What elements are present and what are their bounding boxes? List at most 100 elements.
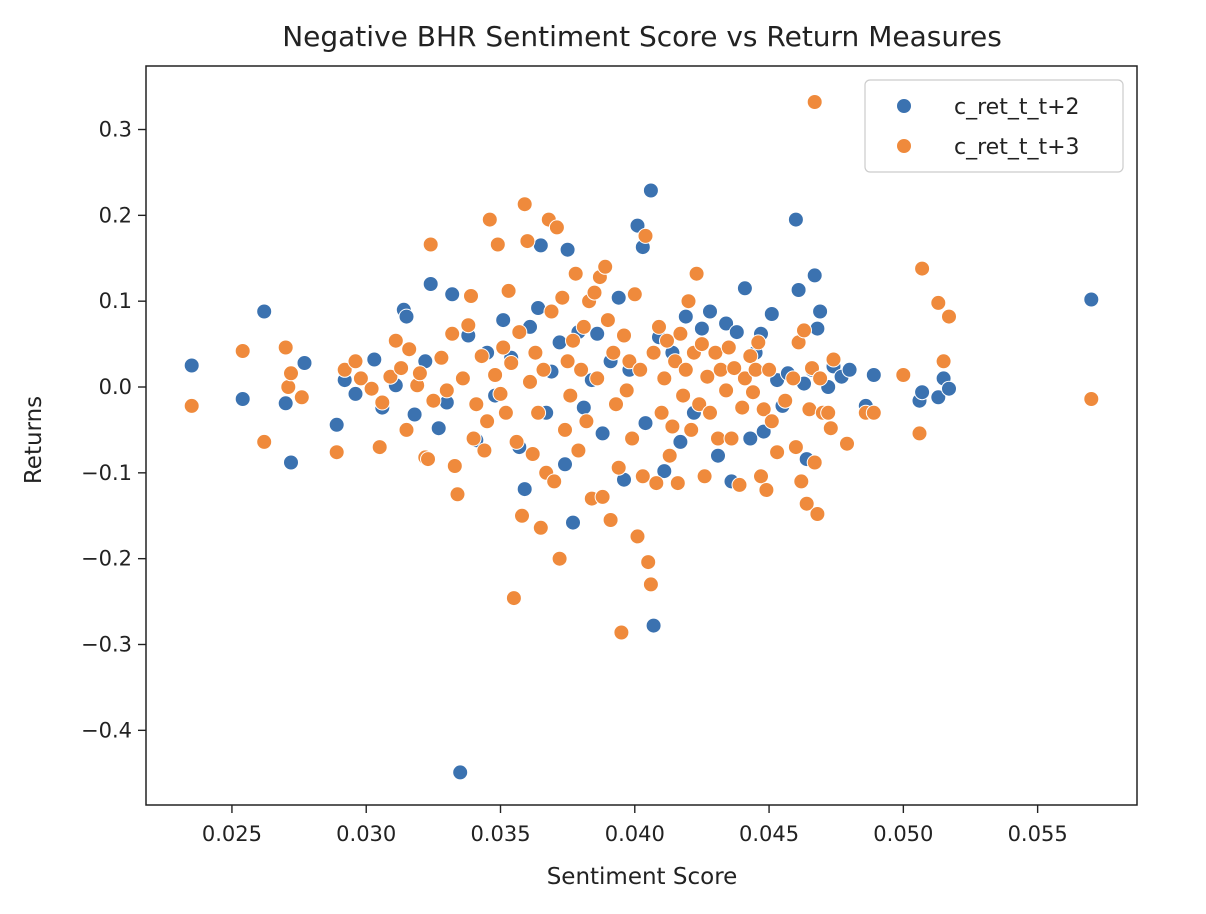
point-series-0-28 bbox=[516, 481, 533, 498]
point-series-1-53 bbox=[524, 446, 541, 462]
point-series-1-3 bbox=[277, 339, 294, 356]
point-series-1-73 bbox=[578, 413, 595, 430]
point-series-1-44 bbox=[500, 282, 517, 299]
point-series-1-27 bbox=[444, 325, 461, 342]
point-series-1-166 bbox=[1083, 391, 1100, 407]
point-series-1-162 bbox=[914, 260, 931, 277]
point-series-1-67 bbox=[562, 387, 579, 404]
point-series-1-151 bbox=[809, 506, 826, 522]
point-series-1-95 bbox=[637, 227, 654, 244]
point-series-1-121 bbox=[710, 430, 726, 447]
point-series-0-5 bbox=[296, 355, 313, 371]
y-axis-ticks: −0.4 −0.3 −0.2 −0.1 0.0 0.1 0.2 0.3 bbox=[81, 118, 146, 742]
point-series-1-40 bbox=[489, 236, 506, 253]
point-series-0-34 bbox=[551, 334, 568, 351]
point-series-0-89 bbox=[930, 389, 947, 406]
point-series-0-44 bbox=[610, 289, 627, 306]
point-series-1-131 bbox=[745, 384, 761, 401]
y-tick-label: 0.3 bbox=[99, 118, 132, 142]
point-series-1-103 bbox=[659, 332, 675, 349]
point-series-1-123 bbox=[718, 382, 735, 399]
point-series-1-132 bbox=[747, 361, 764, 378]
point-series-1-7 bbox=[328, 444, 345, 461]
point-series-1-118 bbox=[699, 368, 716, 385]
point-series-1-8 bbox=[336, 361, 353, 378]
points-layer bbox=[183, 94, 1100, 781]
point-series-1-66 bbox=[559, 353, 576, 370]
point-series-1-60 bbox=[543, 303, 560, 320]
point-series-1-99 bbox=[648, 475, 665, 492]
point-series-1-105 bbox=[664, 418, 681, 435]
point-series-1-72 bbox=[575, 318, 592, 335]
x-tick-label: 0.035 bbox=[470, 822, 530, 846]
point-series-1-65 bbox=[557, 421, 573, 438]
point-series-1-106 bbox=[667, 353, 684, 370]
point-series-1-48 bbox=[511, 324, 528, 341]
point-series-1-165 bbox=[941, 308, 957, 325]
point-series-1-82 bbox=[602, 512, 619, 528]
point-series-1-30 bbox=[454, 370, 471, 387]
point-series-1-97 bbox=[642, 576, 659, 593]
point-series-1-55 bbox=[530, 404, 547, 421]
point-series-1-142 bbox=[787, 439, 804, 456]
point-series-0-25 bbox=[495, 312, 512, 329]
point-series-1-80 bbox=[597, 258, 614, 275]
point-series-1-70 bbox=[570, 442, 587, 459]
point-series-1-147 bbox=[801, 401, 818, 418]
point-series-0-59 bbox=[702, 303, 718, 320]
y-tick-label: −0.2 bbox=[81, 547, 132, 571]
point-series-1-126 bbox=[726, 360, 743, 377]
point-series-0-64 bbox=[736, 280, 753, 297]
point-series-0-49 bbox=[637, 415, 654, 432]
point-series-1-83 bbox=[605, 344, 622, 361]
point-series-0-74 bbox=[790, 282, 807, 298]
point-series-1-77 bbox=[589, 370, 606, 387]
point-series-1-20 bbox=[411, 365, 428, 382]
point-series-0-3 bbox=[277, 395, 294, 412]
point-series-1-125 bbox=[723, 430, 740, 447]
point-series-1-85 bbox=[610, 459, 627, 476]
point-series-1-38 bbox=[481, 211, 498, 228]
point-series-0-88 bbox=[914, 384, 931, 401]
point-series-1-15 bbox=[387, 332, 404, 349]
point-series-0-9 bbox=[366, 351, 383, 368]
point-series-1-47 bbox=[508, 433, 525, 450]
point-series-1-14 bbox=[382, 368, 399, 385]
point-series-1-88 bbox=[618, 382, 635, 399]
point-series-1-11 bbox=[363, 380, 380, 397]
point-series-1-93 bbox=[632, 361, 649, 378]
point-series-1-152 bbox=[812, 370, 829, 387]
point-series-0-30 bbox=[530, 300, 547, 316]
point-series-1-12 bbox=[371, 439, 388, 456]
point-series-1-124 bbox=[720, 339, 737, 356]
plot-area-frame bbox=[145, 65, 1138, 806]
point-series-0-6 bbox=[328, 416, 345, 433]
legend-label-c-ret-t-t2: c_ret_t_t+2 bbox=[954, 95, 1080, 120]
point-series-0-60 bbox=[710, 447, 726, 464]
point-series-1-133 bbox=[750, 334, 767, 351]
point-series-1-57 bbox=[535, 361, 552, 378]
point-series-0-91 bbox=[941, 380, 957, 397]
point-series-1-117 bbox=[696, 468, 713, 485]
point-series-1-33 bbox=[465, 430, 482, 447]
point-series-1-62 bbox=[548, 219, 565, 236]
point-series-1-25 bbox=[433, 349, 450, 366]
point-series-1-87 bbox=[616, 327, 632, 344]
point-series-0-56 bbox=[677, 308, 694, 325]
point-series-0-42 bbox=[594, 425, 611, 442]
y-tick-label: 0.2 bbox=[99, 203, 132, 227]
point-series-1-100 bbox=[651, 318, 667, 335]
point-series-1-98 bbox=[645, 344, 662, 361]
point-series-1-36 bbox=[476, 442, 493, 459]
point-series-1-49 bbox=[514, 507, 530, 524]
point-series-1-54 bbox=[527, 344, 544, 361]
point-series-1-5 bbox=[283, 365, 299, 382]
point-series-0-65 bbox=[742, 430, 759, 447]
point-series-1-107 bbox=[669, 475, 686, 492]
point-series-0-53 bbox=[656, 463, 673, 480]
point-series-1-140 bbox=[777, 392, 794, 409]
point-series-1-69 bbox=[567, 265, 584, 282]
point-series-0-73 bbox=[787, 211, 804, 228]
point-series-1-127 bbox=[731, 476, 748, 493]
